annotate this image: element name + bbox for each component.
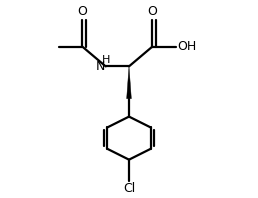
Polygon shape (127, 66, 131, 99)
Text: O: O (147, 5, 157, 18)
Text: H: H (101, 55, 110, 66)
Text: Cl: Cl (123, 182, 135, 195)
Text: N: N (95, 60, 105, 73)
Text: OH: OH (178, 40, 197, 53)
Text: O: O (77, 5, 87, 18)
